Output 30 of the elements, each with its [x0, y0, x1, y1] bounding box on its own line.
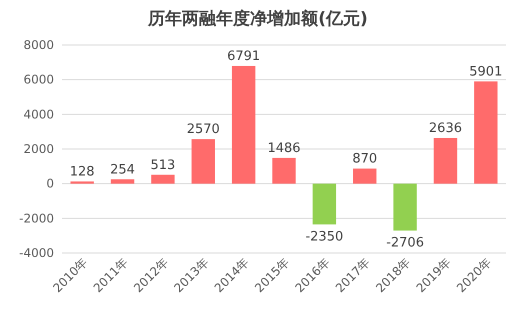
bar: [312, 184, 336, 224]
bar: [151, 174, 175, 184]
y-tick-label: 0: [46, 176, 54, 191]
y-tick-label: 4000: [23, 107, 54, 122]
y-tick-label: -4000: [19, 246, 54, 260]
data-label: 128: [70, 164, 95, 180]
data-label: 254: [110, 162, 135, 178]
bar: [272, 158, 296, 184]
data-label: 870: [352, 152, 378, 167]
data-label: 2570: [186, 122, 220, 138]
data-label: -2350: [305, 229, 344, 244]
bar: [192, 139, 215, 184]
bar: [434, 138, 458, 184]
data-label: -2706: [386, 236, 424, 251]
y-tick-label: 2000: [23, 142, 54, 156]
bar: [110, 179, 134, 184]
bar: [353, 168, 376, 184]
data-label: 2636: [428, 120, 462, 136]
bar: [232, 66, 256, 184]
y-tick-label: 8000: [23, 38, 54, 52]
bar: [393, 184, 417, 231]
y-tick-label: -2000: [19, 211, 54, 226]
data-label: 1486: [267, 140, 301, 156]
data-label: 5901: [469, 64, 502, 80]
chart-title: 历年两融年度净增加额(亿元): [147, 9, 368, 29]
bar: [70, 181, 94, 184]
data-label: 6791: [227, 48, 260, 64]
y-tick-label: 6000: [23, 72, 54, 87]
bar: [474, 81, 498, 184]
data-label: 513: [150, 158, 176, 173]
